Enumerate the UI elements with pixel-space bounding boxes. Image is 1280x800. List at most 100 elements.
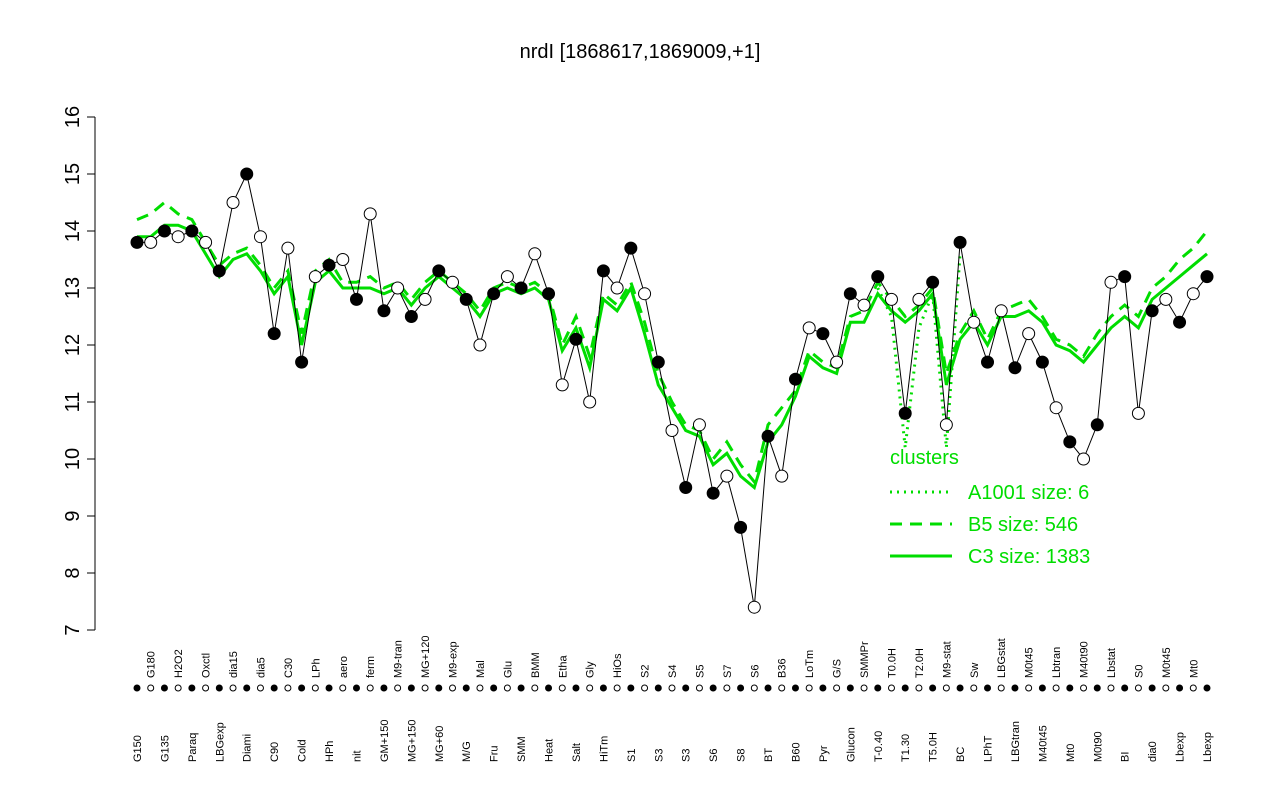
x-tick-label: Fru: [489, 746, 501, 763]
rug-mark: [174, 684, 182, 692]
rug-mark: [586, 684, 594, 692]
x-tick-label: LBGexp: [214, 722, 226, 762]
x-tick-label: LPhT: [983, 735, 995, 762]
data-point: [898, 406, 912, 420]
rug-mark: [352, 684, 360, 692]
data-point: [1049, 401, 1063, 415]
rug-mark: [695, 684, 703, 692]
x-tick-label: Mt0: [1065, 744, 1077, 762]
y-tick-label: 8: [62, 567, 84, 578]
data-point: [363, 207, 377, 221]
data-point: [432, 264, 446, 278]
rug-mark: [1189, 684, 1197, 692]
data-point: [212, 264, 226, 278]
x-tick-label: BI: [1120, 752, 1132, 762]
data-point: [404, 310, 418, 323]
data-point: [967, 315, 981, 329]
data-point: [391, 281, 405, 295]
data-point: [830, 355, 844, 369]
x-tick-label: M0t45: [1024, 647, 1036, 678]
x-tick-label: S0: [1133, 665, 1145, 678]
x-tick-label: M0t90: [1092, 731, 1104, 762]
data-point: [1104, 275, 1118, 289]
rug-mark: [407, 684, 415, 692]
x-tick-label: dia0: [1147, 741, 1159, 762]
data-point: [1090, 418, 1104, 432]
x-tick-label: M9-exp: [448, 641, 460, 678]
x-tick-label: M9-stat: [941, 641, 953, 678]
x-tick-label: SMM: [516, 736, 528, 762]
rug-mark: [874, 684, 882, 692]
data-point: [295, 355, 309, 369]
rug-mark: [1080, 684, 1088, 692]
x-tick-label: dia15: [228, 651, 240, 678]
rug-mark: [860, 684, 868, 692]
rug-mark: [298, 684, 306, 692]
rug-mark: [1011, 684, 1019, 692]
x-tick-label: S3: [653, 749, 665, 762]
data-point: [185, 224, 199, 238]
rug-mark: [915, 684, 923, 692]
rug-mark: [942, 684, 950, 692]
x-tick-label: S7: [722, 665, 734, 678]
x-tick-label: LBGtran: [1010, 721, 1022, 762]
rug-mark: [654, 684, 662, 692]
x-tick-label: Gly: [585, 661, 597, 678]
data-point: [500, 270, 514, 284]
x-tick-label: LBGstat: [996, 638, 1008, 678]
data-point: [747, 600, 761, 614]
rug-mark: [929, 684, 937, 692]
data-point: [267, 327, 281, 341]
rug-mark: [709, 684, 717, 692]
data-point: [528, 247, 542, 261]
x-tick-label: C30: [283, 658, 295, 678]
rug-mark: [997, 684, 1005, 692]
rug-mark: [160, 684, 168, 692]
data-point: [1077, 452, 1091, 466]
x-tick-label: T0.0H: [886, 648, 898, 678]
x-tick-label: S2: [640, 665, 652, 678]
data-point: [857, 298, 871, 312]
data-point: [1131, 406, 1145, 420]
x-tick-label: S6: [749, 665, 761, 678]
x-tick-label: G135: [159, 735, 171, 762]
data-point: [665, 424, 679, 437]
x-tick-label: nit: [351, 750, 363, 762]
data-point: [692, 418, 706, 432]
data-line: [137, 172, 1208, 608]
rug-mark: [791, 684, 799, 692]
data-point: [1200, 270, 1214, 284]
rug-mark: [229, 684, 237, 692]
data-point: [596, 264, 610, 278]
x-tick-label: Lbtran: [1051, 647, 1063, 678]
rug-mark: [311, 684, 319, 692]
rug-mark: [421, 684, 429, 692]
x-tick-label: Pyr: [818, 745, 830, 762]
rug-mark: [1052, 684, 1060, 692]
rug-mark: [256, 684, 264, 692]
x-tick-label: GM+150: [379, 720, 391, 763]
data-point: [761, 429, 775, 443]
rug-mark: [1093, 684, 1101, 692]
rug-mark: [366, 684, 374, 692]
data-point: [926, 275, 940, 289]
x-tick-label: T5.0H: [928, 732, 940, 762]
x-tick-label: LPh: [310, 658, 322, 678]
rug-mark: [270, 684, 278, 692]
x-tick-label: Etha: [557, 654, 569, 678]
rug-mark: [887, 684, 895, 692]
data-point: [871, 270, 885, 284]
x-tick-label: S5: [694, 665, 706, 678]
x-tick-label: Lbexp: [1202, 732, 1214, 762]
data-point: [1022, 327, 1036, 341]
data-point: [446, 275, 460, 289]
rug-mark: [833, 684, 841, 692]
rug-mark: [449, 684, 457, 692]
data-point: [542, 287, 556, 301]
data-point: [1186, 287, 1200, 301]
y-tick-label: 7: [62, 624, 84, 635]
x-tick-label: B60: [790, 742, 802, 762]
data-point: [816, 327, 830, 341]
data-point: [994, 304, 1008, 318]
